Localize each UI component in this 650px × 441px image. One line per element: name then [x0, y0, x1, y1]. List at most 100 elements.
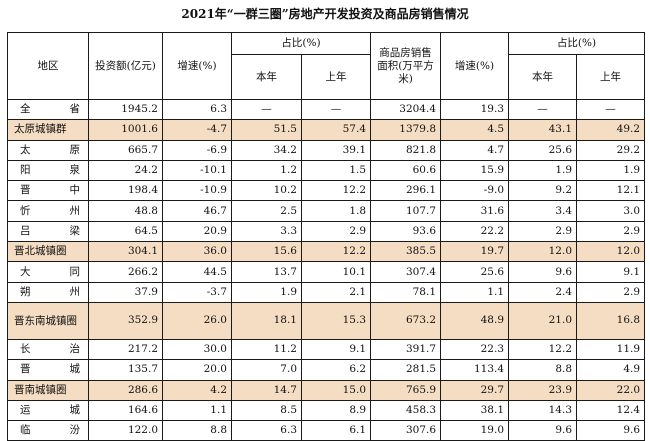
sales-growth-cell: 113.4: [440, 359, 510, 381]
investment-cell: 665.7: [88, 139, 163, 161]
growth-cell: 26.0: [162, 301, 232, 340]
growth-cell: -10.9: [162, 180, 232, 202]
sales-growth-cell: 29.7: [440, 379, 510, 401]
share-last-year-2-cell: 12.4: [576, 399, 646, 422]
share-this-year-2-cell: 3.4: [508, 200, 578, 222]
share-this-year-2-cell: 9.6: [508, 420, 578, 441]
sales-area-cell: 385.5: [370, 241, 442, 263]
sales-area-cell: 1379.8: [370, 119, 442, 141]
share-this-year-cell: 13.7: [231, 261, 302, 283]
sales-growth-cell: 19.7: [440, 241, 510, 263]
share-last-year-cell: 2.9: [300, 220, 372, 243]
investment-cell: 64.5: [88, 220, 163, 243]
statistics-table: 地区 投资额(亿元) 增速(%) 占比(%) 商品房销售面积(万平方米) 增速(…: [7, 32, 646, 441]
share-this-year-cell: 51.5: [231, 119, 302, 141]
sales-growth-cell: 4.7: [440, 139, 510, 161]
share-last-year-2-cell: 2.9: [576, 220, 646, 243]
sales-growth-cell: 22.3: [440, 338, 510, 361]
header-last-year: 上年: [300, 54, 372, 100]
investment-cell: 1001.6: [88, 119, 163, 141]
region-name-cell: 运城: [7, 399, 89, 422]
share-this-year-cell: 34.2: [231, 139, 302, 161]
region-name-cell: 大同: [7, 261, 89, 283]
sales-area-cell: 60.6: [370, 159, 442, 182]
header-sales-growth: 增速(%): [440, 32, 510, 100]
growth-cell: 6.3: [162, 98, 232, 121]
share-last-year-cell: 15.0: [300, 379, 372, 401]
table-row: 吕梁 64.5 20.9 3.3 2.9 93.6 22.2 2.9 2.9: [7, 220, 646, 243]
share-this-year-cell: 15.6: [231, 241, 302, 263]
share-last-year-cell: 8.9: [300, 399, 372, 422]
share-this-year-cell: 1.2: [231, 159, 302, 182]
share-this-year-cell: —: [231, 98, 302, 121]
investment-cell: 122.0: [88, 420, 163, 441]
share-last-year-2-cell: 1.9: [576, 159, 646, 182]
document-page: 2021年“一群三圈”房地产开发投资及商品房销售情况 地区 投资额(亿元) 增速…: [7, 7, 646, 441]
table-row: 晋中 198.4 -10.9 10.2 12.2 296.1 -9.0 9.2 12.1: [7, 180, 646, 202]
header-region: 地区: [7, 32, 89, 100]
region-name-cell: 太原: [7, 139, 89, 161]
cluster-row: 晋东南城镇圈 352.9 26.0 18.1 15.3 673.2 48.9 21.0 16.8: [7, 301, 646, 340]
sales-growth-cell: -9.0: [440, 180, 510, 202]
investment-cell: 304.1: [88, 241, 163, 263]
share-last-year-2-cell: —: [576, 98, 646, 121]
sales-growth-cell: 19.0: [440, 420, 510, 441]
share-this-year-cell: 2.5: [231, 200, 302, 222]
share-this-year-2-cell: 9.6: [508, 261, 578, 283]
growth-cell: -10.1: [162, 159, 232, 182]
share-last-year-2-cell: 4.9: [576, 359, 646, 381]
growth-cell: 20.9: [162, 220, 232, 243]
share-last-year-cell: 57.4: [300, 119, 372, 141]
region-name-cell: 太原城镇群: [7, 119, 89, 141]
growth-cell: 30.0: [162, 338, 232, 361]
share-this-year-2-cell: 21.0: [508, 301, 578, 340]
share-this-year-cell: 3.3: [231, 220, 302, 243]
cluster-row: 晋南城镇圈 286.6 4.2 14.7 15.0 765.9 29.7 23.9 22.0: [7, 379, 646, 401]
sales-growth-cell: 4.5: [440, 119, 510, 141]
region-name-cell: 晋中: [7, 180, 89, 202]
sales-area-cell: 296.1: [370, 180, 442, 202]
table-row: 临汾 122.0 8.8 6.3 6.1 307.6 19.0 9.6 9.6: [7, 420, 646, 441]
share-this-year-cell: 8.5: [231, 399, 302, 422]
header-last-year-2: 上年: [576, 54, 646, 100]
sales-area-cell: 307.6: [370, 420, 442, 441]
share-last-year-2-cell: 9.6: [576, 420, 646, 441]
table-row: 朔州 37.9 -3.7 1.9 2.1 78.1 1.1 2.4 2.9: [7, 281, 646, 303]
region-name-cell: 晋北城镇圈: [7, 241, 89, 263]
sales-growth-cell: 22.2: [440, 220, 510, 243]
share-this-year-2-cell: 12.2: [508, 338, 578, 361]
share-last-year-2-cell: 29.2: [576, 139, 646, 161]
cluster-row: 晋北城镇圈 304.1 36.0 15.6 12.2 385.5 19.7 12.0 12.0: [7, 241, 646, 263]
sales-area-cell: 673.2: [370, 301, 442, 340]
share-this-year-2-cell: 2.9: [508, 220, 578, 243]
share-last-year-cell: 9.1: [300, 338, 372, 361]
share-this-year-2-cell: 12.0: [508, 241, 578, 263]
region-name-cell: 吕梁: [7, 220, 89, 243]
growth-cell: 4.2: [162, 379, 232, 401]
share-this-year-2-cell: 23.9: [508, 379, 578, 401]
share-last-year-cell: 6.2: [300, 359, 372, 381]
region-name-cell: 晋城: [7, 359, 89, 381]
sales-area-cell: 307.4: [370, 261, 442, 283]
share-this-year-2-cell: 9.2: [508, 180, 578, 202]
sales-area-cell: 821.8: [370, 139, 442, 161]
region-name-cell: 临汾: [7, 420, 89, 441]
table-row: 太原 665.7 -6.9 34.2 39.1 821.8 4.7 25.6 29.2: [7, 139, 646, 161]
share-this-year-cell: 11.2: [231, 338, 302, 361]
sales-growth-cell: 19.3: [440, 98, 510, 121]
investment-cell: 266.2: [88, 261, 163, 283]
investment-cell: 164.6: [88, 399, 163, 422]
region-name-cell: 全省: [7, 98, 89, 121]
share-last-year-2-cell: 12.1: [576, 180, 646, 202]
share-last-year-2-cell: 3.0: [576, 200, 646, 222]
investment-cell: 48.8: [88, 200, 163, 222]
region-name-cell: 阳泉: [7, 159, 89, 182]
table-row: 忻州 48.8 46.7 2.5 1.8 107.7 31.6 3.4 3.0: [7, 200, 646, 222]
header-investment: 投资额(亿元): [88, 32, 163, 100]
share-last-year-2-cell: 11.9: [576, 338, 646, 361]
sales-area-cell: 391.7: [370, 338, 442, 361]
investment-cell: 1945.2: [88, 98, 163, 121]
share-this-year-2-cell: 8.8: [508, 359, 578, 381]
share-last-year-cell: 6.1: [300, 420, 372, 441]
sales-growth-cell: 15.9: [440, 159, 510, 182]
